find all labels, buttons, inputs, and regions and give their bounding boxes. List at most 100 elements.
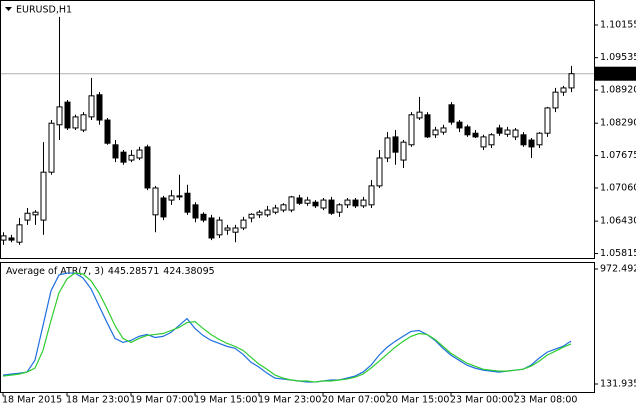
candle-body	[280, 204, 287, 211]
candle-body	[400, 141, 407, 161]
candle-body	[496, 127, 503, 134]
candle-body	[8, 237, 15, 241]
x-tick-label: 23 Mar 00:00	[450, 395, 513, 406]
candle-body	[240, 219, 247, 229]
candle-body	[328, 199, 335, 214]
candle-body	[48, 122, 55, 173]
candle-body	[64, 101, 71, 129]
candle-body	[384, 137, 391, 159]
candle-body	[128, 154, 135, 161]
candle-body	[80, 114, 87, 131]
x-tick-label: 18 Mar 23:00	[66, 395, 129, 406]
indicator-line	[2, 272, 572, 383]
candle-body	[200, 213, 207, 221]
candle-body	[88, 95, 95, 118]
candle-body	[216, 219, 223, 236]
candle-body	[208, 217, 215, 239]
indicator-pane	[0, 262, 595, 393]
indicator-name: Average of ATR(7, 3)	[6, 266, 104, 277]
candle-body	[168, 195, 175, 201]
candle-body	[424, 114, 431, 138]
candle-body	[192, 204, 199, 219]
y-tick-label: 1.07060	[600, 182, 636, 193]
candle-body	[368, 185, 375, 206]
symbol-menu-arrow[interactable]	[5, 7, 12, 11]
symbol-title: EURUSD,H1	[16, 5, 72, 16]
x-tick-label: 20 Mar 07:00	[322, 395, 385, 406]
candle-body	[288, 196, 295, 211]
candle-body	[232, 227, 239, 233]
candle-body	[312, 201, 319, 207]
x-tick-label: 20 Mar 15:00	[386, 395, 449, 406]
candle-body	[0, 235, 7, 241]
candle-body	[512, 129, 519, 138]
candle-body	[184, 192, 191, 213]
candle-body	[360, 199, 367, 207]
candle-body	[248, 213, 255, 219]
candle-body	[96, 94, 103, 121]
candle-body	[320, 199, 327, 209]
y-tick-label: 1.08290	[600, 118, 636, 129]
candle-body	[112, 144, 119, 159]
candle-body	[520, 134, 527, 146]
y-tick-label: 1.08920	[600, 85, 636, 96]
candle-body	[256, 211, 263, 216]
candle-body	[544, 107, 551, 134]
candle-body	[72, 116, 79, 129]
candle-body	[560, 87, 567, 93]
candle-body	[16, 224, 23, 243]
y-tick-label: 1.09535	[600, 52, 636, 63]
candle-body	[488, 134, 495, 146]
candle-body	[272, 207, 279, 213]
candle-body	[160, 197, 167, 218]
candle-body	[536, 132, 543, 146]
indicator-value: 424.38095	[163, 266, 214, 277]
candle-body	[392, 136, 399, 153]
x-tick-label: 19 Mar 07:00	[130, 395, 193, 406]
candle-body	[120, 151, 127, 163]
candle-body	[136, 149, 143, 159]
y-tick-label: 1.07675	[600, 150, 636, 161]
candle-body	[144, 146, 151, 189]
candle-body	[432, 129, 439, 136]
candle-body	[224, 227, 231, 231]
indicator-title: Average of ATR(7, 3) 445.28571 424.38095	[6, 266, 215, 277]
candle-body	[296, 197, 303, 204]
candle-body	[24, 212, 31, 221]
candle-body	[448, 104, 455, 123]
y-tick-label: 1.05815	[600, 248, 636, 259]
candle-body	[480, 136, 487, 148]
candle-body	[40, 171, 47, 221]
candle-body	[352, 199, 359, 207]
candle-body	[456, 121, 463, 129]
candle-body	[336, 204, 343, 213]
candle-body	[152, 187, 159, 216]
candle-body	[504, 129, 511, 135]
y-tick-label: 131.9357	[600, 379, 636, 390]
candle-body	[176, 195, 183, 198]
price-pane	[0, 0, 595, 259]
candle-body	[408, 114, 415, 146]
y-tick-label: 1.06430	[600, 216, 636, 227]
x-tick-label: 23 Mar 08:00	[514, 395, 577, 406]
candle-body	[32, 211, 39, 216]
candle-body	[344, 199, 351, 206]
y-tick-label: 972.4928	[600, 264, 636, 275]
current-price-label: 1.09230	[600, 68, 636, 79]
candle-body	[416, 111, 423, 119]
candle-body	[464, 126, 471, 136]
candle-body	[264, 209, 271, 216]
candle-body	[440, 127, 447, 133]
indicator-value: 445.28571	[108, 266, 159, 277]
candle-body	[552, 91, 559, 109]
candle-body	[56, 106, 63, 126]
candle-body	[568, 73, 575, 89]
x-tick-label: 19 Mar 23:00	[258, 395, 321, 406]
candle-body	[104, 119, 111, 144]
candle-body	[528, 139, 535, 148]
candle-body	[376, 157, 383, 187]
y-tick-label: 1.10155	[600, 20, 636, 31]
x-tick-label: 19 Mar 15:00	[194, 395, 257, 406]
